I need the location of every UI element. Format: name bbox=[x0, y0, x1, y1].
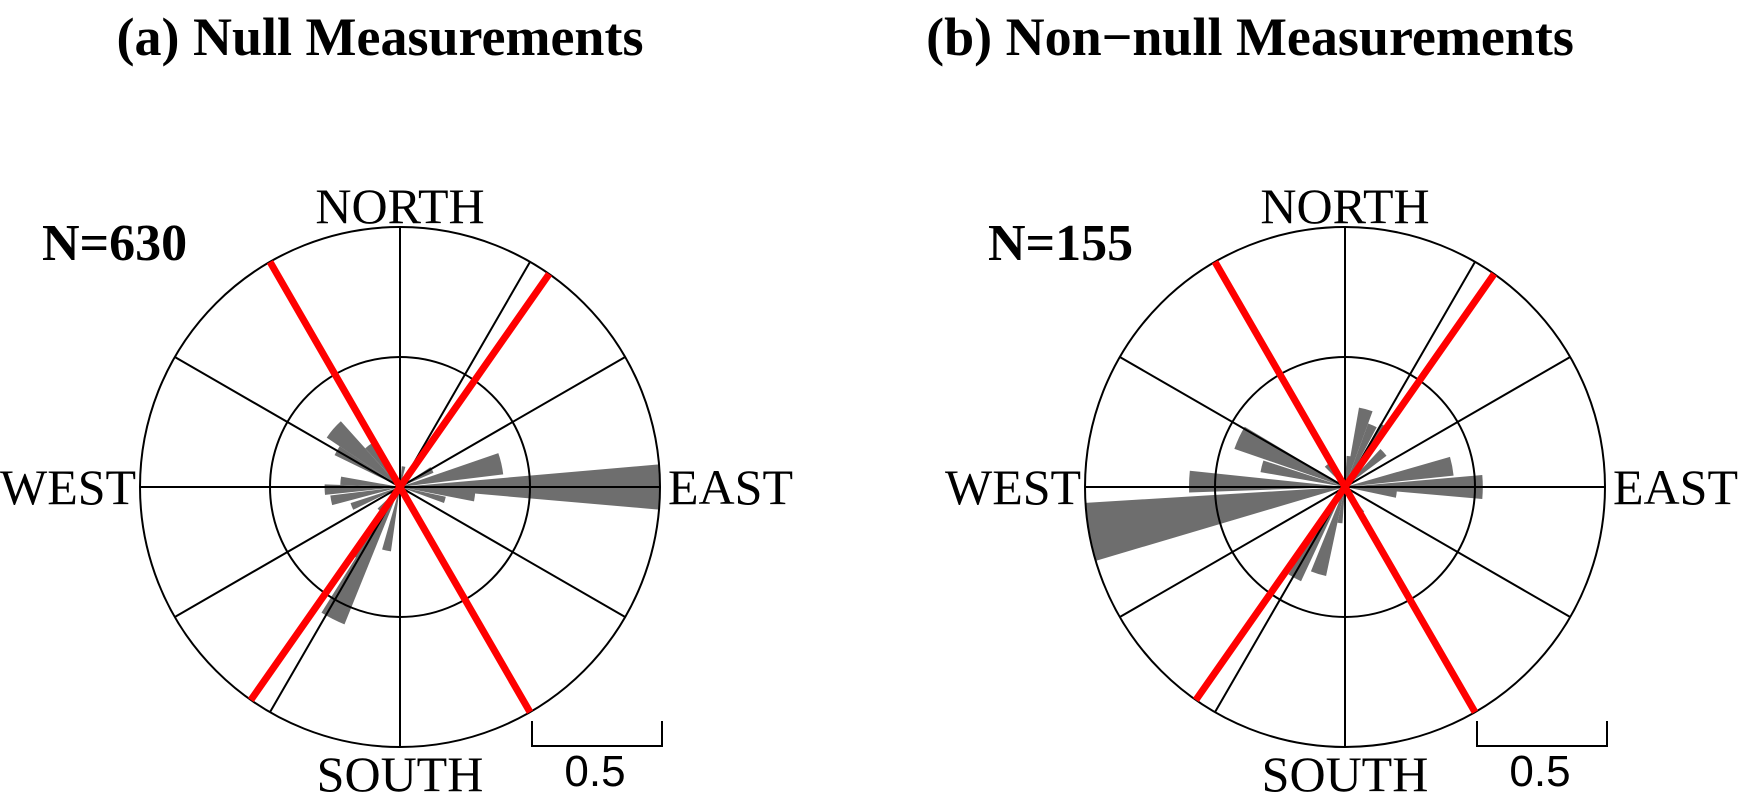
chart-b-east-label: EAST bbox=[1613, 459, 1738, 515]
chart-b-scale-label: 0.5 bbox=[1509, 747, 1571, 796]
chart-a-petal-az192 bbox=[382, 487, 400, 552]
chart-b-petal-az260 bbox=[1085, 487, 1345, 561]
chart-a-petal-az276 bbox=[340, 476, 400, 487]
chart-b-north-label: NORTH bbox=[1260, 178, 1430, 234]
chart-a-petal-az106 bbox=[400, 487, 446, 504]
chart-b-ring-1 bbox=[1084, 226, 1606, 748]
chart-a-scale-label: 0.5 bbox=[564, 747, 626, 796]
chart-a-west-label: WEST bbox=[0, 459, 137, 515]
chart-a-ring-0.5 bbox=[269, 356, 531, 618]
chart-b-petal-az188 bbox=[1337, 487, 1345, 524]
chart-a-red-reference-line-az35 bbox=[248, 272, 552, 702]
chart-b-west-label: WEST bbox=[945, 459, 1082, 515]
chart-a-title: (a) Null Measurements bbox=[116, 7, 644, 67]
chart-a-scale-bar-bracket bbox=[531, 721, 663, 747]
chart-a-south-label: SOUTH bbox=[316, 746, 484, 802]
chart-a-petal-az97 bbox=[400, 487, 476, 502]
chart-b-title: (b) Non−null Measurements bbox=[926, 7, 1574, 67]
chart-a-petal-az259 bbox=[330, 487, 400, 506]
chart-b-red-reference-line-az35 bbox=[1193, 272, 1497, 702]
chart-b-petal-az98 bbox=[1345, 487, 1397, 498]
chart-b-petal-az79 bbox=[1345, 456, 1454, 487]
chart-b-scale-bar-bracket bbox=[1476, 721, 1608, 747]
chart-a-ring-1 bbox=[139, 226, 661, 748]
chart-b-sample-count: N=155 bbox=[988, 215, 1134, 272]
chart-a-sample-count: N=630 bbox=[42, 215, 188, 272]
chart-b-petal-az284 bbox=[1260, 460, 1345, 487]
chart-b-petal-az15 bbox=[1345, 407, 1373, 487]
chart-a-petal-az311 bbox=[326, 421, 400, 487]
chart-b-petal-az197 bbox=[1310, 487, 1345, 577]
chart-b-south-label: SOUTH bbox=[1261, 746, 1429, 802]
chart-a-petal-az248 bbox=[350, 487, 400, 510]
chart-a-petal-az77 bbox=[400, 453, 504, 487]
chart-a-east-label: EAST bbox=[668, 459, 793, 515]
chart-b-ring-0.5 bbox=[1214, 356, 1476, 618]
chart-a-north-label: NORTH bbox=[315, 178, 485, 234]
